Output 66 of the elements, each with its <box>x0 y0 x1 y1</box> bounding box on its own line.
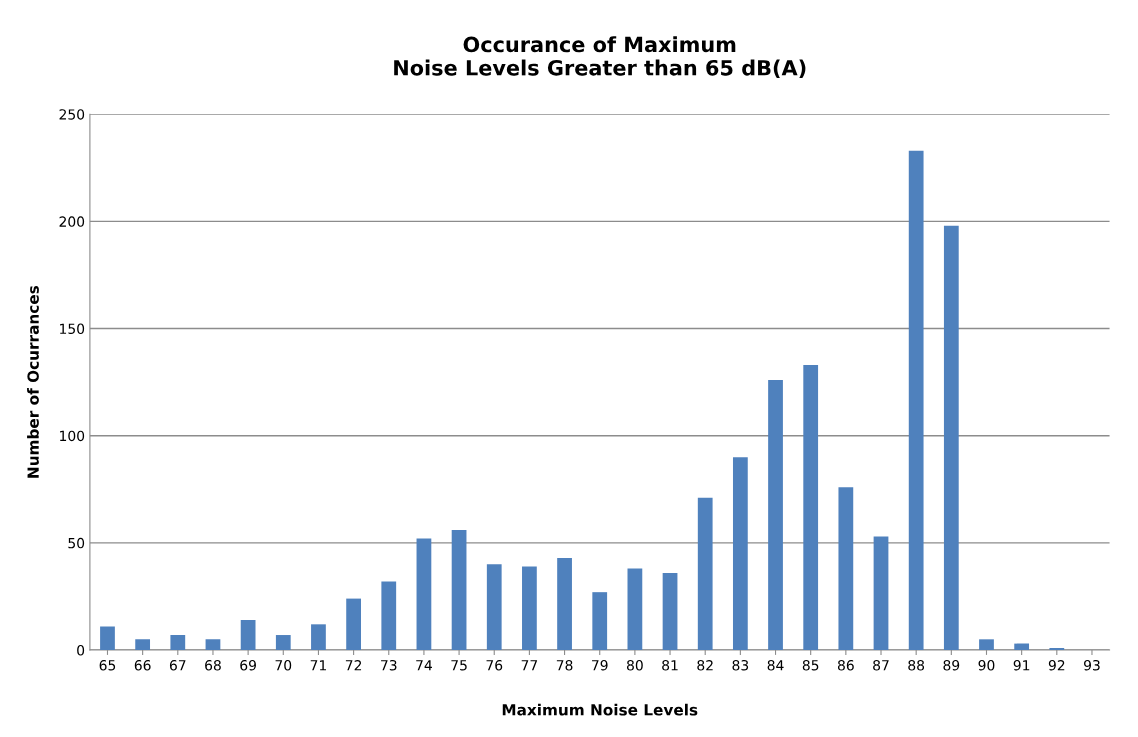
x-tick-label: 70 <box>275 660 292 671</box>
bar <box>627 568 643 651</box>
x-tick-label: 93 <box>1084 660 1100 671</box>
x-tick-label: 85 <box>802 660 819 671</box>
chart-title: Occurance of Maximum Noise Levels Greater than 65 dB(A) <box>394 36 806 79</box>
x-tick-label: 75 <box>451 660 467 671</box>
x-tick-label: 65 <box>99 660 116 671</box>
bar <box>873 536 889 651</box>
bar <box>275 635 291 651</box>
x-tick-label: 68 <box>205 660 221 671</box>
x-tick-label: 83 <box>732 660 749 671</box>
bar <box>838 487 854 651</box>
bar <box>170 635 186 651</box>
x-tick-label: 73 <box>381 660 397 671</box>
bar <box>732 457 748 651</box>
y-tick-label: 150 <box>60 323 85 335</box>
bar <box>240 620 256 651</box>
bar <box>592 592 608 651</box>
bar <box>979 639 994 651</box>
x-tick-label: 91 <box>1013 660 1030 671</box>
y-axis-title: Number of Ocurrances <box>27 285 39 478</box>
bar <box>205 639 221 651</box>
bar <box>1014 643 1030 651</box>
bar <box>1049 647 1065 651</box>
x-tick-label: 77 <box>521 660 538 671</box>
x-tick-label: 90 <box>978 660 995 671</box>
bar <box>557 557 572 651</box>
x-tick-label: 82 <box>697 660 713 671</box>
x-tick-label: 69 <box>240 660 256 671</box>
y-tick-label: 200 <box>59 216 85 227</box>
bar <box>697 497 713 651</box>
y-tick-label: 250 <box>59 109 85 120</box>
bar <box>311 624 326 651</box>
x-tick-label: 76 <box>486 660 503 671</box>
bar <box>100 626 115 651</box>
y-tick-label: 50 <box>68 537 85 549</box>
bar <box>486 564 502 651</box>
bar <box>416 538 432 651</box>
x-tick-label: 80 <box>626 660 643 671</box>
x-tick-label: 86 <box>837 660 854 671</box>
x-tick-label: 72 <box>345 660 362 671</box>
x-tick-label: 81 <box>662 660 678 671</box>
x-tick-label: 74 <box>416 660 432 671</box>
y-tick-label: 0 <box>77 645 85 656</box>
bar <box>451 530 467 651</box>
bar <box>135 639 151 651</box>
x-tick-label: 92 <box>1048 660 1065 671</box>
x-tick-label: 88 <box>908 660 925 671</box>
x-tick-label: 79 <box>592 660 608 671</box>
x-tick-label: 66 <box>134 660 151 671</box>
x-tick-label: 84 <box>767 660 784 671</box>
bar <box>522 566 537 651</box>
x-tick-label: 89 <box>943 660 960 671</box>
y-tick-label: 100 <box>60 430 85 442</box>
x-tick-label: 87 <box>873 660 889 671</box>
bar <box>803 364 819 651</box>
bar <box>662 572 678 651</box>
bar <box>768 379 783 651</box>
x-axis-title: Maximum Noise Levels <box>502 703 698 716</box>
bar <box>908 150 924 651</box>
bar <box>381 581 397 651</box>
bar <box>943 225 959 651</box>
x-tick-label: 78 <box>556 660 573 671</box>
bar <box>346 598 361 651</box>
x-tick-label: 71 <box>310 660 326 671</box>
x-tick-label: 67 <box>169 660 186 671</box>
